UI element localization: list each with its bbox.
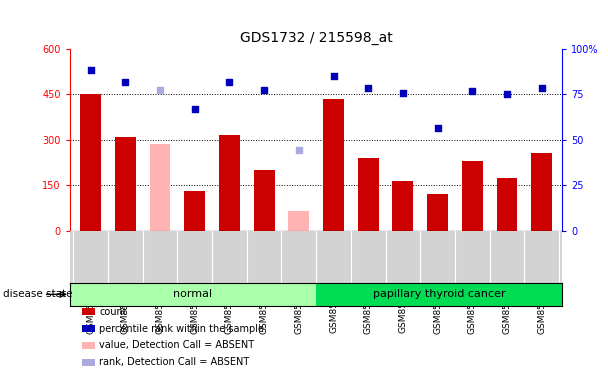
Point (155, 87, 165, 93)
Point (86, 67, 95, 73)
Point (294, 147, 303, 153)
Point (433, 124, 443, 130)
Bar (316, 283, 562, 306)
Point (190, 106, 199, 112)
Point (398, 90, 408, 96)
Text: normal: normal (173, 290, 213, 299)
Bar (497, 178, 517, 231)
Text: percentile rank within the sample: percentile rank within the sample (99, 324, 264, 333)
Bar (531, 153, 552, 231)
Text: count: count (99, 307, 126, 316)
Point (502, 91, 512, 97)
Point (259, 87, 269, 93)
Bar (358, 158, 379, 231)
Bar (150, 144, 170, 231)
Point (468, 88, 477, 94)
Point (120, 79, 130, 85)
Text: disease state: disease state (3, 290, 72, 299)
Bar (462, 161, 483, 231)
Bar (184, 191, 205, 231)
Bar (323, 99, 344, 231)
Bar (115, 136, 136, 231)
Bar (219, 135, 240, 231)
Bar (70, 283, 316, 306)
Text: value, Detection Call = ABSENT: value, Detection Call = ABSENT (99, 340, 254, 350)
Bar (254, 170, 275, 231)
Bar (392, 181, 413, 231)
Point (364, 85, 373, 91)
Bar (288, 211, 309, 231)
Title: GDS1732 / 215598_at: GDS1732 / 215598_at (240, 31, 393, 45)
Bar (427, 194, 448, 231)
Text: rank, Detection Call = ABSENT: rank, Detection Call = ABSENT (99, 357, 249, 367)
Bar (80, 94, 101, 231)
Point (537, 85, 547, 91)
Text: papillary thyroid cancer: papillary thyroid cancer (373, 290, 506, 299)
Point (224, 79, 234, 85)
Point (329, 73, 339, 79)
